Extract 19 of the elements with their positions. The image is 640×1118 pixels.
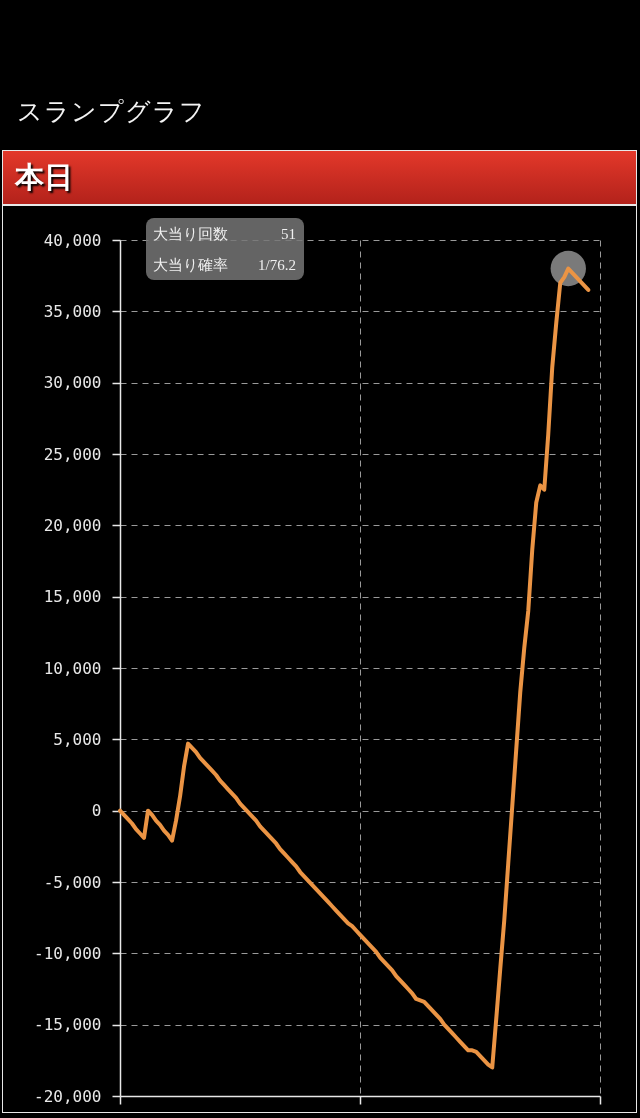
chart-title: スランプグラフ — [17, 97, 206, 127]
y-tick-label: 0 — [91, 801, 102, 821]
y-tick-label: 15,000 — [43, 587, 102, 607]
y-tick-label: 35,000 — [43, 301, 102, 321]
annotation: 1/76.2 — [258, 256, 296, 274]
y-tick-label: 20,000 — [43, 515, 102, 535]
y-tick-label: 5,000 — [53, 729, 102, 749]
annotation: 51 — [281, 225, 296, 243]
y-tick-label: 40,000 — [43, 230, 102, 250]
chart-subtitle: 本日 — [15, 160, 73, 195]
y-tick-label: 30,000 — [43, 373, 102, 393]
y-tick-label: -15,000 — [34, 1015, 102, 1035]
annotation: 大当り確率 — [153, 255, 228, 275]
y-tick-label: 25,000 — [43, 444, 102, 464]
y-tick-label: -10,000 — [34, 943, 102, 963]
y-tick-label: -20,000 — [34, 1086, 102, 1106]
y-tick-label: 10,000 — [43, 658, 102, 678]
y-tick-label: -5,000 — [43, 872, 102, 892]
annotation: 大当り回数 — [153, 224, 228, 244]
